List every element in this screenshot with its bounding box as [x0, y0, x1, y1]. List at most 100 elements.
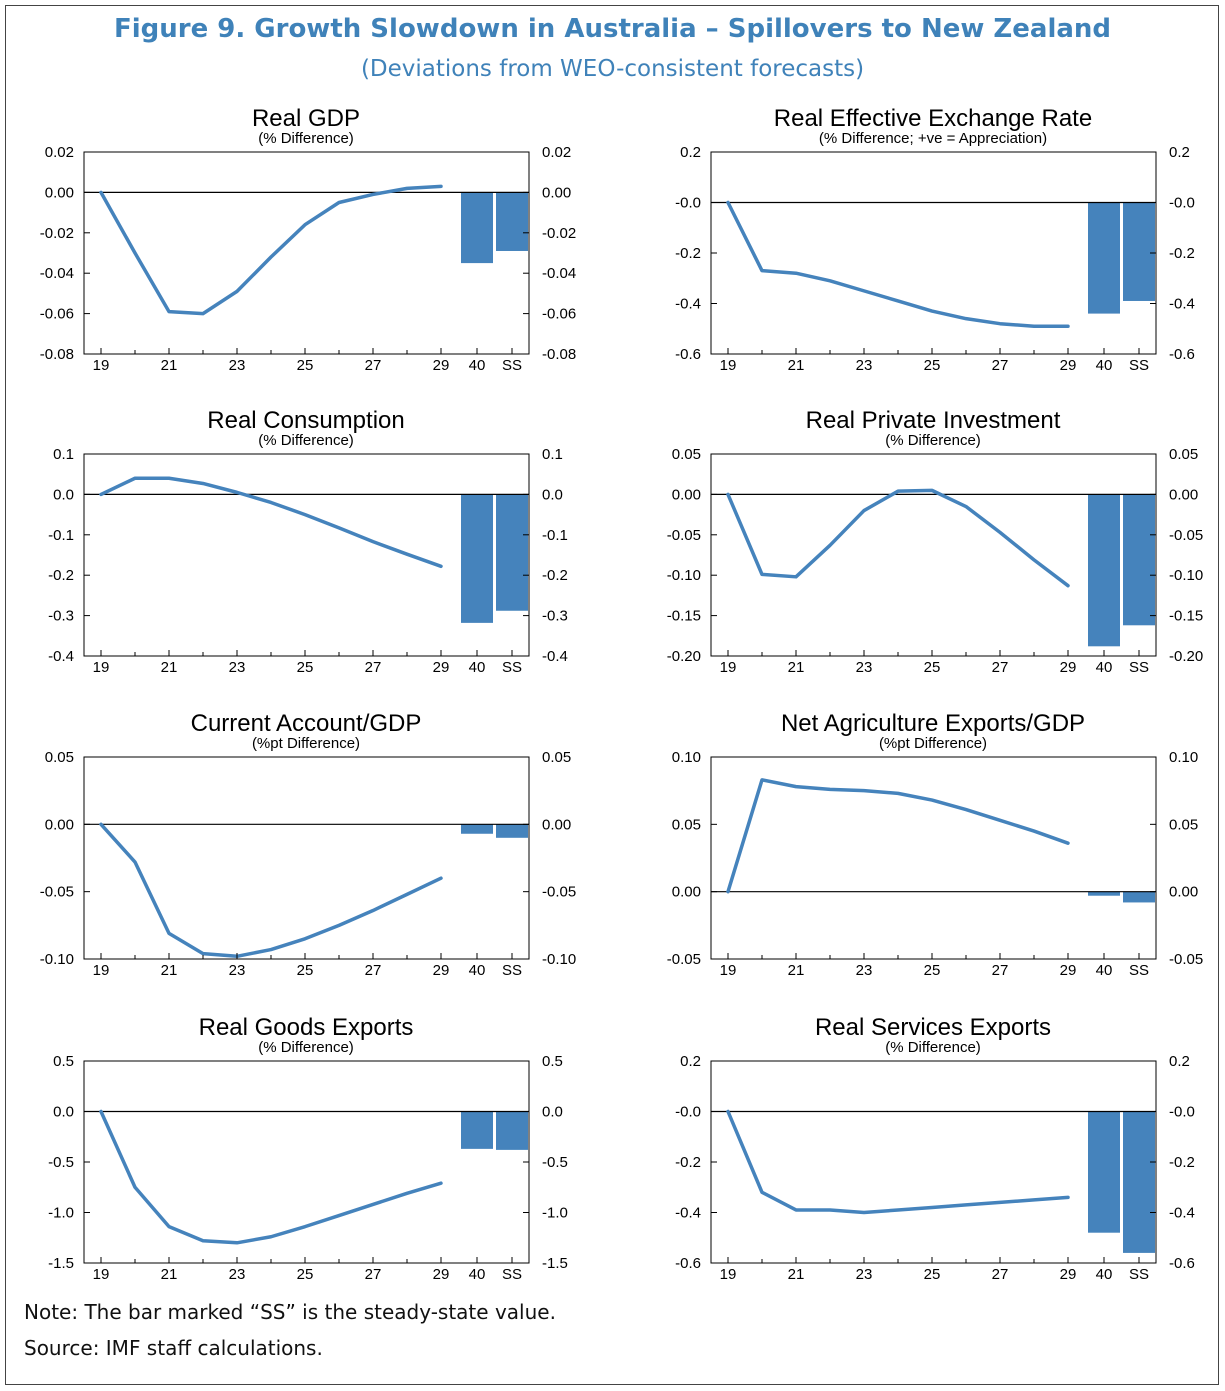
y-tick-label-left: -0.2 [675, 1154, 701, 1171]
y-tick-label-right: 0.00 [542, 184, 571, 201]
figure-footer: Note: The bar marked “SS” is the steady-… [24, 1300, 556, 1372]
x-tick-label: 25 [924, 1266, 941, 1283]
y-tick-label-right: -0.05 [1169, 951, 1203, 968]
x-tick-label: 23 [229, 659, 246, 676]
bar-ss [1123, 202, 1155, 301]
x-tick-label: 29 [433, 659, 450, 676]
x-tick-label: 19 [93, 1266, 110, 1283]
bar-ss [496, 824, 528, 838]
x-tick-label: 21 [161, 962, 178, 979]
x-tick-label: 21 [161, 659, 178, 676]
y-tick-label-right: -1.0 [542, 1205, 568, 1222]
x-tick-label: 19 [93, 962, 110, 979]
y-tick-label-left: -0.05 [667, 951, 701, 968]
bar-40 [461, 1111, 493, 1149]
chart-panel-1: Real GDP(% Difference) 0.02 0.02 0.00 0.00 -0… [40, 105, 576, 374]
x-tick-label: 40 [1096, 659, 1113, 676]
y-tick-label-left: -0.2 [48, 567, 74, 584]
y-tick-label-right: -0.2 [1169, 1154, 1195, 1171]
chart-title: Real Effective Exchange Rate [774, 105, 1092, 132]
figure-source: Source: IMF staff calculations. [24, 1336, 323, 1360]
y-tick-label-right: -0.0 [1169, 195, 1195, 212]
y-tick-label-right: -0.06 [542, 306, 576, 323]
series-line [99, 184, 443, 316]
y-tick-label-right: 0.00 [1169, 486, 1198, 503]
x-tick-label: 40 [469, 659, 486, 676]
figure-subtitle: (Deviations from WEO-consistent forecast… [360, 56, 865, 82]
plot-frame [83, 1060, 530, 1264]
y-tick-label-left: -1.5 [48, 1255, 74, 1272]
y-tick-label-left: 0.5 [53, 1053, 74, 1070]
chart-title: Net Agriculture Exports/GDP [781, 710, 1085, 737]
plot-frame [83, 151, 530, 355]
y-tick-label-left: -0.08 [40, 346, 74, 363]
chart-panel-3: Real Consumption(% Difference) 0.1 0.1 0.0 0… [48, 407, 568, 676]
y-tick-label-left: 0.00 [45, 184, 74, 201]
x-tick-label: 27 [992, 659, 1009, 676]
y-tick-label-right: 0.10 [1169, 749, 1198, 766]
x-tick-label: 25 [924, 357, 941, 374]
y-tick-label-right: -0.1 [542, 527, 568, 544]
y-tick-label-right: -0.6 [1169, 1255, 1195, 1272]
x-tick-label: 40 [469, 1266, 486, 1283]
x-tick-label: 40 [469, 357, 486, 374]
y-tick-label-left: -0.05 [667, 527, 701, 544]
series-line [99, 476, 443, 569]
chart-title: Real Private Investment [806, 407, 1061, 434]
y-tick-label-right: 0.00 [1169, 884, 1198, 901]
x-tick-label: 23 [856, 357, 873, 374]
x-tick-label: 25 [297, 659, 314, 676]
x-tick-label: 25 [924, 962, 941, 979]
y-tick-label-right: 0.05 [542, 749, 571, 766]
y-tick-label-right: 0.05 [1169, 446, 1198, 463]
y-tick-label-left: 0.10 [672, 749, 701, 766]
x-tick-label: 19 [93, 357, 110, 374]
x-tick-label: 19 [720, 357, 737, 374]
x-tick-label: 40 [469, 962, 486, 979]
y-tick-label-right: -0.15 [1169, 608, 1203, 625]
y-tick-label-left: -0.0 [675, 1104, 701, 1121]
y-tick-label-right: 0.1 [542, 446, 563, 463]
y-tick-label-right: -0.2 [542, 567, 568, 584]
x-tick-label: 19 [720, 659, 737, 676]
x-tick-label: 27 [992, 1266, 1009, 1283]
bar-ss [496, 1111, 528, 1150]
bar-40 [461, 192, 493, 264]
bar-ss [496, 494, 528, 611]
x-tick-label: SS [1129, 659, 1149, 676]
x-tick-label: 23 [856, 962, 873, 979]
y-tick-label-left: -0.5 [48, 1154, 74, 1171]
series-line [99, 1109, 443, 1245]
y-tick-label-left: -0.15 [667, 608, 701, 625]
y-tick-label-left: -0.05 [40, 884, 74, 901]
y-tick-label-right: -0.10 [1169, 567, 1203, 584]
chart-subtitle: (% Difference) [258, 130, 354, 147]
y-tick-label-right: 0.2 [1169, 144, 1190, 161]
x-tick-label: 29 [1060, 659, 1077, 676]
x-tick-label: 21 [788, 962, 805, 979]
x-tick-label: SS [1129, 1266, 1149, 1283]
y-tick-label-right: 0.5 [542, 1053, 563, 1070]
y-tick-label-left: 0.05 [672, 816, 701, 833]
y-tick-label-right: -0.08 [542, 346, 576, 363]
y-tick-label-left: 0.0 [53, 1104, 74, 1121]
bar-40 [461, 824, 493, 834]
y-tick-label-right: -0.10 [542, 951, 576, 968]
series-line [726, 1109, 1070, 1215]
x-tick-label: 23 [229, 1266, 246, 1283]
y-tick-label-left: -0.04 [40, 265, 74, 282]
chart-title: Current Account/GDP [191, 710, 422, 737]
figure-frame [5, 5, 1219, 1385]
chart-subtitle: (% Difference) [258, 1039, 354, 1056]
x-tick-label: 29 [1060, 357, 1077, 374]
x-tick-label: 29 [1060, 1266, 1077, 1283]
figure-title: Figure 9. Growth Slowdown in Australia –… [113, 14, 1112, 44]
x-tick-label: 21 [788, 357, 805, 374]
x-tick-label: 27 [365, 1266, 382, 1283]
x-tick-label: 40 [1096, 1266, 1113, 1283]
x-tick-label: 23 [229, 962, 246, 979]
chart-panel-7: Real Goods Exports(% Difference) 0.5 0.5 0.… [48, 1014, 568, 1283]
chart-panel-8: Real Services Exports(% Difference) 0.2 0.… [675, 1014, 1195, 1283]
x-tick-label: 29 [1060, 962, 1077, 979]
bar-40 [1088, 494, 1120, 647]
